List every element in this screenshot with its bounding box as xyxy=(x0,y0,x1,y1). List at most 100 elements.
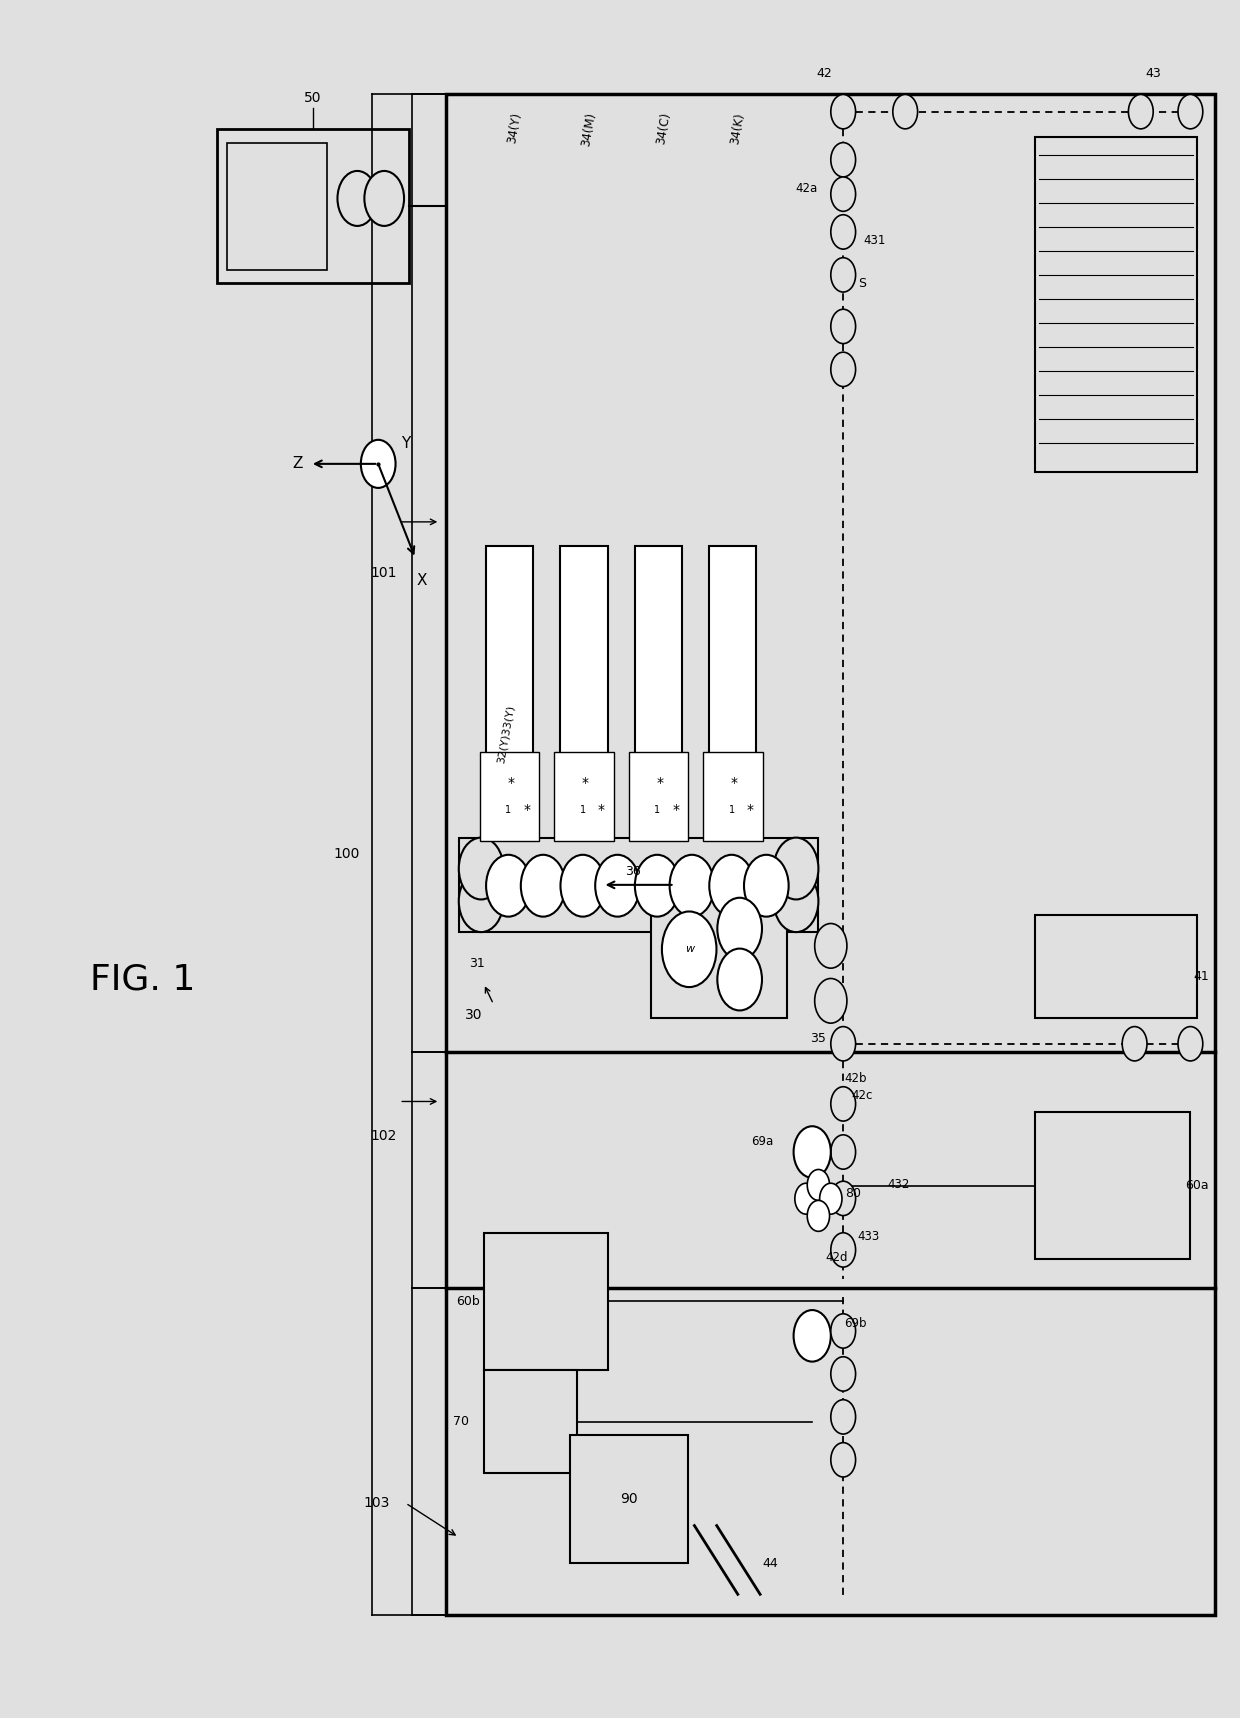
Circle shape xyxy=(831,352,856,387)
Circle shape xyxy=(893,94,918,129)
Bar xyxy=(486,546,533,821)
Circle shape xyxy=(831,309,856,344)
Bar xyxy=(651,881,787,1019)
Text: 42b: 42b xyxy=(844,1072,867,1084)
Circle shape xyxy=(807,1170,830,1201)
Text: 1: 1 xyxy=(506,804,511,814)
Text: 42c: 42c xyxy=(851,1089,873,1101)
Text: *: * xyxy=(672,802,680,816)
Text: Z: Z xyxy=(293,457,303,471)
Bar xyxy=(217,129,409,283)
Text: 60a: 60a xyxy=(1185,1179,1209,1192)
Text: 31: 31 xyxy=(469,957,485,969)
Bar xyxy=(446,94,1215,1615)
Circle shape xyxy=(794,1311,831,1362)
Circle shape xyxy=(831,177,856,211)
Bar xyxy=(1035,1113,1190,1259)
Circle shape xyxy=(709,856,754,917)
Circle shape xyxy=(815,979,847,1024)
Text: 42: 42 xyxy=(817,67,832,81)
Circle shape xyxy=(595,856,640,917)
Circle shape xyxy=(459,838,503,900)
Text: *: * xyxy=(746,802,754,816)
Circle shape xyxy=(831,215,856,249)
Circle shape xyxy=(365,172,404,227)
Text: 34(K): 34(K) xyxy=(729,112,746,146)
Text: *: * xyxy=(656,777,663,790)
Bar xyxy=(459,838,818,933)
Text: 32(Y)33(Y): 32(Y)33(Y) xyxy=(496,704,516,765)
Circle shape xyxy=(831,143,856,177)
Circle shape xyxy=(717,899,763,960)
Text: 34(C): 34(C) xyxy=(655,112,672,146)
Circle shape xyxy=(831,1182,856,1216)
Text: FIG. 1: FIG. 1 xyxy=(91,962,195,996)
Text: Y: Y xyxy=(401,436,410,450)
Text: 43: 43 xyxy=(1146,67,1161,81)
Circle shape xyxy=(815,924,847,969)
Bar xyxy=(635,546,682,821)
Circle shape xyxy=(831,1087,856,1122)
Text: *: * xyxy=(730,777,738,790)
Text: 60b: 60b xyxy=(456,1295,480,1307)
Text: 44: 44 xyxy=(763,1557,779,1570)
Circle shape xyxy=(831,1400,856,1435)
Circle shape xyxy=(774,838,818,900)
Circle shape xyxy=(670,856,714,917)
Text: *: * xyxy=(582,777,589,790)
Text: 42a: 42a xyxy=(795,182,817,196)
Text: *: * xyxy=(523,802,531,816)
Text: 36: 36 xyxy=(625,866,641,878)
Circle shape xyxy=(831,1357,856,1392)
Bar xyxy=(484,1371,577,1474)
Circle shape xyxy=(807,1201,830,1232)
Circle shape xyxy=(1122,1027,1147,1062)
Circle shape xyxy=(1178,1027,1203,1062)
Bar xyxy=(227,143,327,270)
Circle shape xyxy=(459,871,503,933)
Bar xyxy=(709,546,756,821)
Text: 432: 432 xyxy=(888,1179,910,1192)
Text: 103: 103 xyxy=(363,1496,389,1510)
Circle shape xyxy=(717,948,763,1010)
Circle shape xyxy=(662,912,717,988)
Bar xyxy=(1035,916,1197,1019)
Bar xyxy=(480,752,539,842)
Text: 41: 41 xyxy=(1193,971,1209,983)
Circle shape xyxy=(1128,94,1153,129)
Text: 102: 102 xyxy=(371,1129,397,1142)
Text: 90: 90 xyxy=(620,1491,639,1507)
Text: 1: 1 xyxy=(580,804,585,814)
Text: 34(Y): 34(Y) xyxy=(506,112,523,144)
Circle shape xyxy=(1178,94,1203,129)
Text: X: X xyxy=(417,574,427,588)
Text: 431: 431 xyxy=(863,234,885,247)
Circle shape xyxy=(831,258,856,292)
Bar xyxy=(570,1435,688,1563)
Bar xyxy=(629,752,688,842)
Text: 70: 70 xyxy=(453,1416,469,1428)
Circle shape xyxy=(635,856,680,917)
Text: 69a: 69a xyxy=(751,1136,774,1148)
Bar xyxy=(560,546,608,821)
Text: 50: 50 xyxy=(304,91,322,105)
Circle shape xyxy=(486,856,531,917)
Text: 1: 1 xyxy=(655,804,660,814)
Text: 30: 30 xyxy=(465,1007,482,1022)
Circle shape xyxy=(560,856,605,917)
Circle shape xyxy=(831,1443,856,1477)
Circle shape xyxy=(774,871,818,933)
Text: 1: 1 xyxy=(729,804,734,814)
Text: S: S xyxy=(858,277,866,290)
Circle shape xyxy=(831,94,856,129)
Text: 42d: 42d xyxy=(826,1251,848,1264)
Bar xyxy=(1035,137,1197,472)
Text: 101: 101 xyxy=(371,567,397,581)
Circle shape xyxy=(795,1184,817,1215)
Circle shape xyxy=(744,856,789,917)
Text: 69b: 69b xyxy=(844,1318,867,1330)
Circle shape xyxy=(794,1127,831,1179)
Text: *: * xyxy=(598,802,605,816)
Bar xyxy=(554,752,614,842)
Circle shape xyxy=(820,1184,842,1215)
